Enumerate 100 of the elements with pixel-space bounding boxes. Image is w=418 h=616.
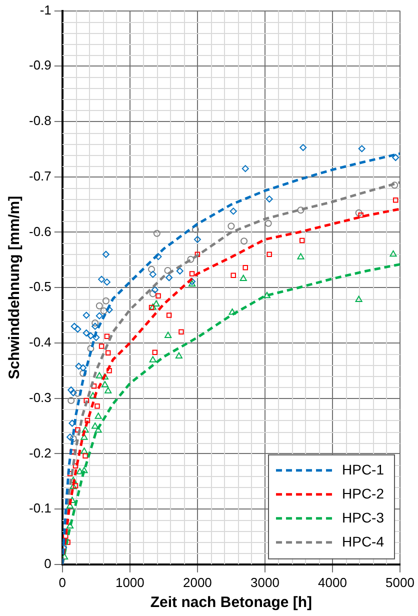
point [297,206,304,214]
point [189,271,195,276]
point [240,274,247,281]
point [175,352,182,358]
point [263,292,271,298]
point [100,307,108,314]
legend-label: HPC-3 [342,509,384,526]
point [188,280,196,287]
point [98,276,106,283]
point [297,253,304,260]
point [68,386,75,394]
point [84,398,89,404]
point [148,304,154,310]
point [266,196,273,203]
point [104,387,112,394]
y-axis-title: Schwinddehnung [mm/m] [6,196,24,380]
point [80,434,88,440]
point [80,370,87,377]
point [66,434,74,441]
point [92,334,100,341]
point [299,238,305,244]
point [178,329,184,335]
point [153,230,160,237]
point [194,252,200,258]
x-tick-label: 5000 [386,574,414,590]
point [228,222,235,230]
point [230,272,236,278]
point [82,426,89,433]
point [106,368,112,374]
point [102,250,110,258]
x-axis-title: Zeit nach Betonage [h] [150,594,312,612]
point [98,344,104,349]
point [242,165,249,172]
point [230,208,237,215]
point [187,256,194,263]
point [164,332,172,338]
point [80,447,88,454]
point [87,344,94,352]
point [156,293,161,299]
point [148,266,156,273]
point [264,220,272,227]
point [149,270,156,278]
point [164,266,172,274]
point [92,322,99,330]
y-tick-label: -1 [40,2,52,18]
point [94,403,100,409]
point [94,412,102,419]
point [92,422,99,429]
point [266,252,272,258]
point [358,145,366,152]
point [390,250,397,257]
point [70,389,77,396]
y-tick-label: -0.6 [28,224,52,239]
point [66,522,74,528]
x-tick-label: 3000 [250,574,280,590]
point [92,320,99,327]
point [76,468,84,474]
point [192,226,199,233]
point [70,482,77,490]
point [70,322,78,330]
point [96,302,103,310]
point [102,297,110,304]
point [355,209,362,216]
y-tick-label: -0.8 [28,113,52,128]
point [80,466,88,474]
y-tick-label: -0.2 [28,445,52,460]
point [149,356,156,362]
y-tick-label: -0.7 [28,168,52,184]
x-tick-label: 4000 [318,574,347,590]
point [152,350,158,355]
point [151,286,158,294]
point [75,362,82,370]
point [194,236,201,243]
y-tick-label: -0.9 [28,58,52,73]
point [101,373,108,380]
point [149,290,156,298]
legend-label: HPC-1 [342,461,384,478]
point [94,426,102,433]
point [392,154,400,162]
point [72,483,78,488]
point [240,238,248,245]
y-tick-label: -0.3 [28,390,52,405]
point [63,534,68,539]
point [152,300,160,306]
point [300,144,307,152]
point [80,364,87,372]
point [87,332,94,340]
point [104,334,110,339]
point [391,182,398,189]
point [101,381,108,388]
point [68,397,75,404]
x-tick-label: 1000 [115,574,144,590]
legend-label: HPC-2 [342,485,384,502]
x-tick-label: 2000 [182,574,212,590]
point [82,453,88,459]
point [75,427,80,432]
point [355,296,362,302]
y-tick-label: 0 [44,556,52,571]
point [96,312,103,320]
point [70,435,77,442]
